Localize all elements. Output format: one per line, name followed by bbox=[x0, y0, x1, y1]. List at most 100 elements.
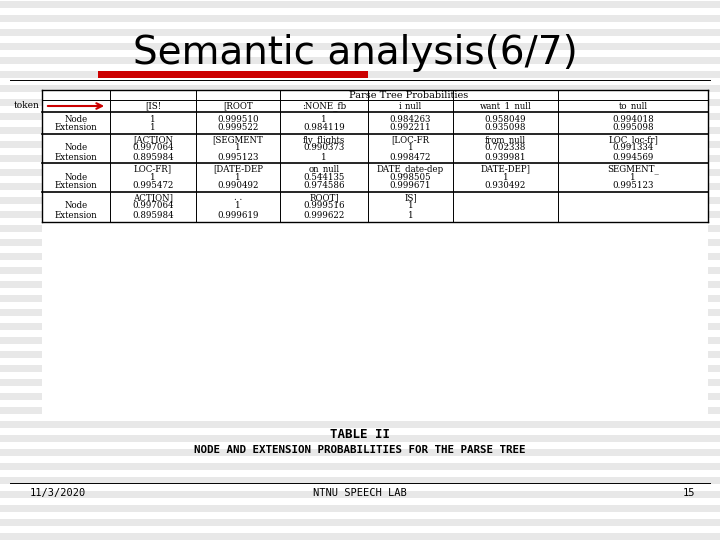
Text: 0.997064: 0.997064 bbox=[132, 201, 174, 211]
Text: 0.994569: 0.994569 bbox=[612, 152, 654, 161]
Text: LOC_loc-fr]: LOC_loc-fr] bbox=[608, 135, 658, 145]
Text: NODE AND EXTENSION PROBABILITIES FOR THE PARSE TREE: NODE AND EXTENSION PROBABILITIES FOR THE… bbox=[194, 445, 526, 455]
Text: Extension: Extension bbox=[55, 211, 97, 219]
Text: 0.998505: 0.998505 bbox=[390, 172, 431, 181]
Bar bbox=[0, 211, 720, 218]
Bar bbox=[0, 43, 720, 50]
Text: 1: 1 bbox=[503, 172, 508, 181]
Text: DATE-DEP]: DATE-DEP] bbox=[480, 165, 531, 173]
Bar bbox=[98, 71, 368, 78]
Text: 0.999522: 0.999522 bbox=[217, 124, 258, 132]
Bar bbox=[0, 393, 720, 400]
Text: 1: 1 bbox=[321, 152, 327, 161]
Text: DATE_date-dep: DATE_date-dep bbox=[377, 164, 444, 174]
Text: ROOT]: ROOT] bbox=[309, 193, 339, 202]
Bar bbox=[0, 323, 720, 330]
Text: NTNU SPEECH LAB: NTNU SPEECH LAB bbox=[313, 488, 407, 498]
Text: token: token bbox=[14, 102, 40, 111]
Text: 11/3/2020: 11/3/2020 bbox=[30, 488, 86, 498]
Text: IS]: IS] bbox=[404, 193, 417, 202]
Text: 0.990373: 0.990373 bbox=[303, 144, 345, 152]
Text: 0.990492: 0.990492 bbox=[217, 181, 258, 191]
Text: ACTION]: ACTION] bbox=[133, 193, 173, 202]
Bar bbox=[0, 407, 720, 414]
Text: 0.544135: 0.544135 bbox=[303, 172, 345, 181]
Text: on_null: on_null bbox=[308, 164, 340, 174]
Text: [ACTION: [ACTION bbox=[133, 136, 173, 145]
Bar bbox=[0, 533, 720, 540]
Text: 0.702338: 0.702338 bbox=[485, 144, 526, 152]
Text: [LOC-FR: [LOC-FR bbox=[392, 136, 430, 145]
Bar bbox=[0, 449, 720, 456]
Text: 0.995123: 0.995123 bbox=[612, 181, 654, 191]
Text: 1: 1 bbox=[408, 144, 413, 152]
Text: 1: 1 bbox=[235, 201, 240, 211]
Bar bbox=[0, 15, 720, 22]
Bar bbox=[0, 141, 720, 148]
Bar bbox=[0, 519, 720, 526]
Text: [ROOT: [ROOT bbox=[223, 102, 253, 111]
Bar bbox=[0, 309, 720, 316]
Bar bbox=[0, 281, 720, 288]
Text: i_null: i_null bbox=[399, 101, 422, 111]
Text: 0.999619: 0.999619 bbox=[217, 211, 258, 219]
Bar bbox=[0, 365, 720, 372]
Text: 0.974586: 0.974586 bbox=[303, 181, 345, 191]
Bar bbox=[0, 477, 720, 484]
Bar bbox=[0, 435, 720, 442]
Text: 1: 1 bbox=[408, 201, 413, 211]
Bar bbox=[0, 99, 720, 106]
Bar bbox=[0, 267, 720, 274]
Text: 0.997064: 0.997064 bbox=[132, 144, 174, 152]
Bar bbox=[0, 351, 720, 358]
Bar bbox=[0, 1, 720, 8]
Text: 1: 1 bbox=[150, 114, 156, 124]
Text: Parse Tree Probabilities: Parse Tree Probabilities bbox=[349, 91, 469, 99]
Text: 1: 1 bbox=[235, 144, 240, 152]
Text: want_1_null: want_1_null bbox=[480, 101, 531, 111]
Text: 0.999671: 0.999671 bbox=[390, 181, 431, 191]
Text: 1: 1 bbox=[235, 172, 240, 181]
Bar bbox=[0, 253, 720, 260]
Text: [SEGMENT: [SEGMENT bbox=[212, 136, 264, 145]
Text: from_null: from_null bbox=[485, 135, 526, 145]
Bar bbox=[0, 239, 720, 246]
Bar bbox=[0, 71, 720, 78]
Text: 0.992211: 0.992211 bbox=[390, 124, 431, 132]
Bar bbox=[0, 505, 720, 512]
Bar bbox=[0, 421, 720, 428]
Text: Extension: Extension bbox=[55, 181, 97, 191]
Text: :NONE_fb: :NONE_fb bbox=[302, 101, 346, 111]
Text: 0.895984: 0.895984 bbox=[132, 152, 174, 161]
Text: 0.999510: 0.999510 bbox=[217, 114, 258, 124]
Text: TABLE II: TABLE II bbox=[330, 429, 390, 442]
Text: 0.991334: 0.991334 bbox=[613, 144, 654, 152]
Text: Node: Node bbox=[64, 114, 88, 124]
Bar bbox=[0, 85, 720, 92]
Text: Node: Node bbox=[64, 144, 88, 152]
Text: 1: 1 bbox=[321, 114, 327, 124]
Bar bbox=[0, 225, 720, 232]
Text: 1: 1 bbox=[630, 172, 636, 181]
Text: . .: . . bbox=[234, 193, 242, 202]
Text: 1: 1 bbox=[408, 211, 413, 219]
Text: Extension: Extension bbox=[55, 152, 97, 161]
Text: 15: 15 bbox=[683, 488, 695, 498]
Bar bbox=[0, 491, 720, 498]
Text: 0.984263: 0.984263 bbox=[390, 114, 431, 124]
Text: 0.998472: 0.998472 bbox=[390, 152, 431, 161]
Bar bbox=[0, 169, 720, 176]
Text: 0.994018: 0.994018 bbox=[612, 114, 654, 124]
Text: 0.995472: 0.995472 bbox=[132, 181, 174, 191]
Text: 1: 1 bbox=[150, 124, 156, 132]
Text: Node: Node bbox=[64, 201, 88, 211]
Text: 0.995123: 0.995123 bbox=[217, 152, 258, 161]
Bar bbox=[0, 155, 720, 162]
Text: 0.995098: 0.995098 bbox=[612, 124, 654, 132]
Text: 0.958049: 0.958049 bbox=[485, 114, 526, 124]
Bar bbox=[0, 113, 720, 120]
Text: 0.939981: 0.939981 bbox=[485, 152, 526, 161]
Text: Extension: Extension bbox=[55, 124, 97, 132]
Text: Node: Node bbox=[64, 172, 88, 181]
Bar bbox=[0, 379, 720, 386]
